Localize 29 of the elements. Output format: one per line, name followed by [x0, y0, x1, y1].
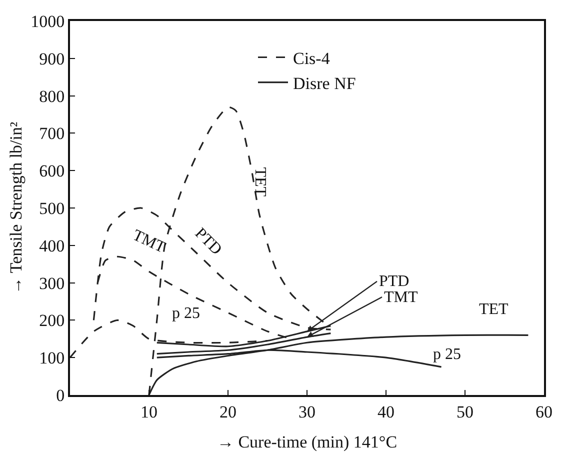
x-tick-label: 20 — [220, 402, 236, 422]
y-tick-label: 100 — [39, 348, 65, 368]
annotation: PTD — [191, 224, 225, 258]
annotation: TET — [479, 301, 509, 318]
y-tick-label: 0 — [56, 386, 65, 405]
y-tick-label: 800 — [39, 86, 65, 106]
legend-label: Cis-4 — [293, 48, 330, 68]
y-tick-label: 200 — [39, 311, 65, 330]
y-tick-label: 400 — [39, 236, 65, 256]
y-tick-label: 900 — [39, 49, 65, 68]
x-axis-title: → Cure-time (min) 141°C — [216, 432, 398, 452]
y-tick-label: 1000 — [30, 12, 65, 31]
annotation: TMT — [130, 226, 168, 257]
legend-label: Disre NF — [293, 74, 356, 93]
x-tick-label: 50 — [456, 402, 474, 422]
x-tick-label: 60 — [536, 402, 552, 422]
x-tick-label: 40 — [378, 402, 394, 422]
y-tick-label: 300 — [39, 274, 65, 293]
y-tick-label: 500 — [39, 198, 65, 218]
annotation: TET — [251, 167, 268, 197]
annotation: PTD — [379, 273, 410, 290]
annotation: p 25 — [172, 305, 200, 322]
annotation: p 25 — [433, 346, 461, 363]
y-tick-label: 700 — [39, 124, 65, 144]
y-tick-label: 600 — [39, 162, 65, 181]
x-tick-label: 30 — [298, 402, 316, 422]
y-axis-title: → Tensile Strength lb/in² — [6, 122, 26, 294]
annotation: TMT — [384, 289, 418, 306]
x-tick-label: 10 — [140, 402, 158, 422]
